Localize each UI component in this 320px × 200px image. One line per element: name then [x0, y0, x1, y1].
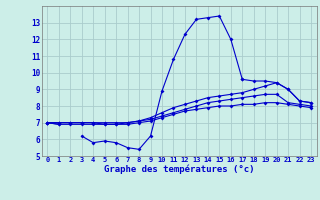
X-axis label: Graphe des températures (°c): Graphe des températures (°c): [104, 165, 254, 174]
